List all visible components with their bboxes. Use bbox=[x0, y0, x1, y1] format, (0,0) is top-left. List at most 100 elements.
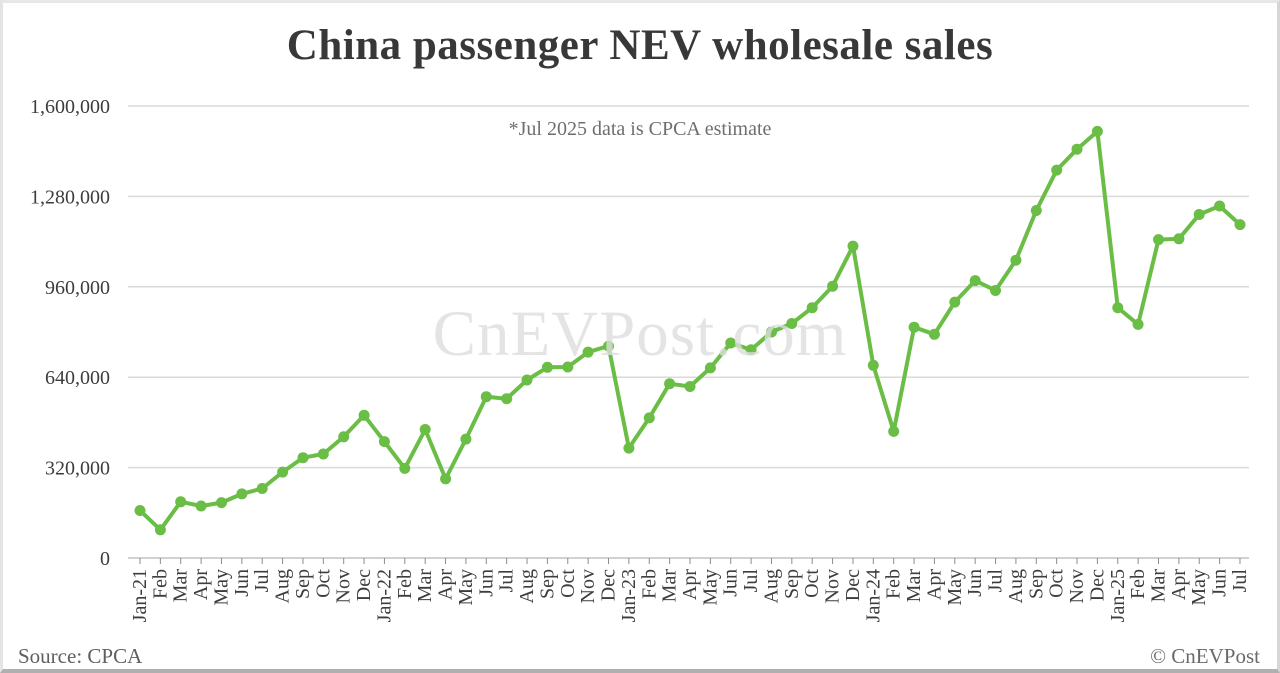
data-point-marker bbox=[1132, 318, 1144, 330]
data-point-marker bbox=[480, 391, 492, 403]
data-point-marker bbox=[949, 296, 961, 308]
x-axis-tick-label: Dec bbox=[842, 569, 864, 601]
data-point-marker bbox=[766, 326, 777, 338]
data-point-marker bbox=[358, 409, 370, 421]
x-axis-tick-label: Oct bbox=[801, 569, 823, 598]
data-point-marker bbox=[175, 496, 187, 508]
data-point-marker bbox=[541, 361, 553, 373]
data-point-marker bbox=[745, 344, 757, 356]
data-point-marker bbox=[419, 424, 431, 435]
y-axis-tick-label: 1,280,000 bbox=[30, 186, 110, 208]
x-axis-tick-label: Jul bbox=[740, 569, 762, 593]
x-axis-tick-label: Jun bbox=[964, 569, 986, 597]
x-axis-tick-label: Apr bbox=[190, 569, 212, 600]
x-axis-tick-label: May bbox=[699, 569, 721, 606]
data-point-marker bbox=[603, 340, 614, 352]
x-axis-tick-label: Nov bbox=[1066, 569, 1088, 603]
data-point-marker bbox=[1234, 219, 1246, 231]
x-axis-tick-label: Dec bbox=[353, 569, 375, 601]
data-point-marker bbox=[440, 473, 452, 485]
y-axis-tick-label: 1,600,000 bbox=[30, 96, 110, 118]
data-point-marker bbox=[154, 524, 166, 536]
sales-line-series bbox=[138, 129, 1242, 532]
data-point-marker bbox=[582, 346, 594, 358]
x-axis-tick-label: Mar bbox=[414, 569, 436, 603]
x-axis-tick-label: May bbox=[210, 569, 232, 606]
x-axis-tick-label: May bbox=[455, 569, 477, 606]
data-point-marker bbox=[908, 321, 920, 333]
data-point-marker bbox=[623, 442, 635, 454]
x-axis-tick-label: Mar bbox=[659, 569, 681, 603]
x-axis-tick-label: Apr bbox=[435, 569, 457, 600]
data-point-marker bbox=[562, 361, 574, 373]
data-point-marker bbox=[216, 497, 227, 509]
data-point-marker bbox=[1010, 254, 1022, 266]
data-point-marker bbox=[521, 374, 533, 386]
data-point-marker bbox=[501, 393, 513, 405]
x-axis-tick-label: Feb bbox=[394, 569, 416, 599]
x-axis-tick-label: Jul bbox=[985, 569, 1007, 593]
x-axis-tick-label: Jan-21 bbox=[129, 569, 151, 622]
x-axis-tick-label: Apr bbox=[679, 569, 701, 600]
x-axis-tick-label: Jun bbox=[720, 569, 742, 597]
data-point-marker bbox=[1193, 209, 1205, 220]
x-axis-tick-label: Aug bbox=[516, 569, 538, 603]
data-point-marker bbox=[1153, 234, 1164, 246]
x-axis-tick-label: Jan-22 bbox=[373, 569, 395, 622]
x-axis-tick-label: Jul bbox=[496, 569, 518, 593]
x-axis-tick-label: Dec bbox=[1086, 569, 1108, 601]
copyright-label: © CnEVPost bbox=[1150, 644, 1260, 668]
x-axis-tick-label: Nov bbox=[822, 569, 844, 603]
estimate-annotation: *Jul 2025 data is CPCA estimate bbox=[508, 118, 772, 140]
x-axis-tick-label: Aug bbox=[272, 569, 294, 603]
x-axis-tick-label: Aug bbox=[1005, 569, 1027, 603]
x-axis-tick-label: Jun bbox=[475, 569, 497, 597]
x-axis-tick-label: Apr bbox=[923, 569, 945, 600]
data-point-marker bbox=[664, 378, 676, 390]
data-point-marker bbox=[236, 488, 248, 500]
data-point-marker bbox=[867, 359, 879, 371]
x-axis-tick-label: Sep bbox=[292, 569, 314, 599]
data-point-marker bbox=[684, 381, 696, 392]
data-point-marker bbox=[827, 280, 839, 292]
data-point-marker bbox=[378, 436, 390, 448]
data-point-marker bbox=[256, 483, 268, 494]
source-label: Source: CPCA bbox=[18, 644, 143, 668]
chart-title: China passenger NEV wholesale sales bbox=[286, 22, 994, 69]
data-point-marker bbox=[725, 337, 737, 349]
x-axis-tick-label: Mar bbox=[1148, 569, 1170, 603]
data-point-marker bbox=[1051, 164, 1063, 176]
data-point-marker bbox=[847, 240, 859, 252]
x-axis-tick-label: Nov bbox=[333, 569, 355, 603]
x-axis-tick-label: Aug bbox=[760, 569, 782, 603]
y-axis-tick-label: 960,000 bbox=[45, 277, 110, 299]
x-axis-tick-label: Jan-23 bbox=[618, 569, 640, 622]
data-point-marker bbox=[1112, 302, 1124, 314]
data-point-marker bbox=[806, 302, 818, 314]
x-axis-tick-label: Jan-24 bbox=[862, 569, 884, 622]
data-point-marker bbox=[1173, 233, 1185, 245]
x-axis-tick-label: Sep bbox=[536, 569, 558, 599]
data-point-marker bbox=[277, 466, 289, 478]
x-axis-tick-label: Jun bbox=[231, 569, 253, 597]
x-axis-tick-label: Jul bbox=[251, 569, 273, 593]
data-point-marker bbox=[134, 505, 146, 516]
x-axis-tick-label: May bbox=[1188, 569, 1210, 606]
x-axis-tick-label: Oct bbox=[557, 569, 579, 598]
x-axis-tick-label: Oct bbox=[312, 569, 334, 598]
y-axis-tick-label: 320,000 bbox=[45, 458, 110, 480]
x-axis-tick-label: Mar bbox=[170, 569, 192, 603]
data-point-marker bbox=[1214, 200, 1226, 212]
y-axis-tick-label: 0 bbox=[100, 548, 110, 570]
data-point-marker bbox=[195, 500, 207, 512]
x-axis-tick-label: Nov bbox=[577, 569, 599, 603]
data-point-marker bbox=[786, 318, 798, 329]
data-point-marker bbox=[928, 328, 940, 340]
x-axis-tick-label: Feb bbox=[638, 569, 660, 599]
data-point-marker bbox=[460, 433, 472, 445]
x-axis-tick-label: Dec bbox=[598, 569, 620, 601]
data-point-marker bbox=[1030, 205, 1042, 216]
x-axis-tick-label: Sep bbox=[1025, 569, 1047, 599]
data-point-marker bbox=[704, 362, 716, 374]
